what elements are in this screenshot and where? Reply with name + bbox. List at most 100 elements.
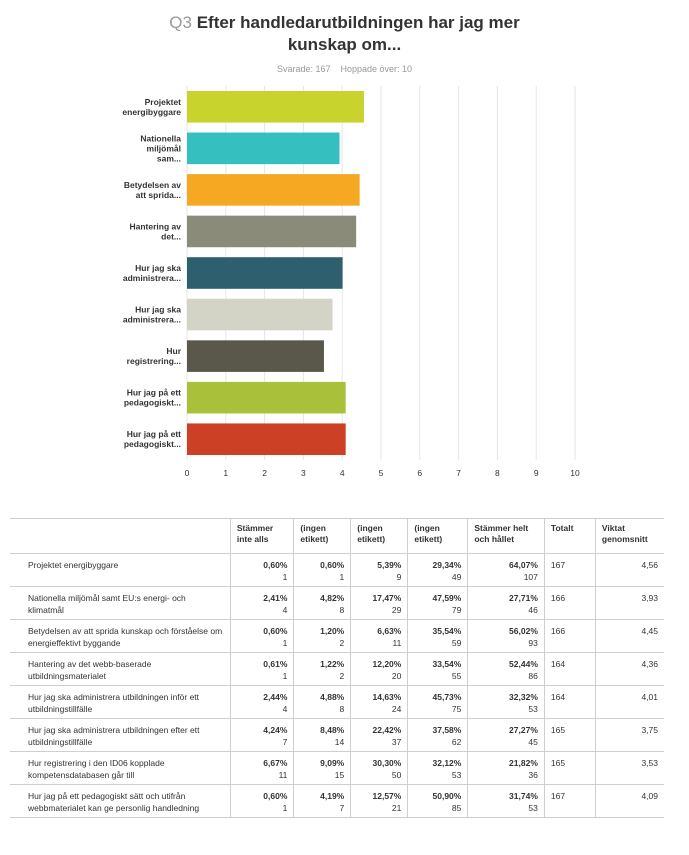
question-number: Q3	[169, 13, 192, 32]
category-label-4: Hur jag ska administrera...	[123, 263, 181, 283]
response-cell: 2,44% 4	[229, 685, 294, 719]
cell-percent: 47,59%	[432, 593, 462, 603]
column-header-2: (ingen etikett)	[293, 518, 351, 554]
cell-count: 1	[339, 572, 345, 582]
cell-count: 45	[528, 737, 538, 747]
chart-bars	[187, 90, 364, 456]
x-tick-label-6: 6	[417, 468, 422, 478]
table-header-row: Stämmer inte alls (ingen etikett) (ingen e…	[10, 518, 664, 554]
row-label: Betydelsen av att sprida kunskap och för…	[10, 619, 231, 653]
response-cell: 8,48% 14	[293, 718, 351, 752]
row-total: 165	[543, 718, 596, 752]
bar-8	[187, 423, 346, 456]
response-cell: 56,02% 93	[467, 619, 545, 653]
results-table: Stämmer inte alls (ingen etikett) (ingen e…	[10, 518, 664, 818]
response-cell: 1,22% 2	[293, 652, 351, 686]
cell-percent: 6,67%	[263, 758, 288, 768]
cell-count: 75	[451, 704, 462, 714]
column-header-3: (ingen etikett)	[350, 518, 408, 554]
cell-percent: 56,02%	[509, 626, 538, 636]
cell-percent: 27,71%	[509, 593, 538, 603]
cell-count: 21	[391, 803, 402, 813]
cell-count: 1	[282, 638, 288, 648]
row-weighted-average: 3,75	[594, 718, 664, 752]
cell-percent: 30,30%	[372, 758, 402, 768]
cell-percent: 4,19%	[320, 791, 345, 801]
bar-3	[187, 215, 357, 248]
response-cell: 2,41% 4	[229, 586, 294, 620]
bar-4	[187, 257, 343, 289]
row-total: 166	[543, 586, 596, 620]
cell-count: 4	[282, 605, 288, 615]
results-table-container: Stämmer inte alls (ingen etikett) (ingen e…	[10, 518, 664, 818]
table-body: Projektet energibyggare 0,60% 1 0,60% 1 5,39%…	[10, 553, 664, 818]
response-cell: 29,34% 49	[407, 553, 468, 587]
cell-percent: 37,58%	[432, 725, 462, 735]
cell-count: 7	[282, 737, 288, 747]
response-cell: 4,88% 8	[293, 685, 351, 719]
question-title: Q3 Efter handledarutbildningen har jag m…	[0, 12, 689, 56]
cell-percent: 33,54%	[432, 659, 462, 669]
table-row: Betydelsen av att sprida kunskap och för…	[10, 619, 664, 653]
cell-count: 55	[451, 671, 462, 681]
response-cell: 50,90% 85	[407, 784, 468, 818]
response-cell: 6,67% 11	[229, 751, 294, 785]
response-cell: 0,60% 1	[229, 619, 294, 653]
answered-count: Svarade: 167	[276, 64, 331, 74]
category-label-6: Hur registrering...	[127, 346, 182, 366]
cell-count: 1	[282, 671, 288, 681]
category-labels: Projektet energibyggare Nationella miljömål…	[122, 97, 181, 449]
response-cell: 17,47% 29	[350, 586, 408, 620]
category-label-0: Projektet energibyggare	[122, 97, 181, 117]
response-cell: 21,82% 36	[467, 751, 545, 785]
column-header-6: Totalt	[543, 518, 596, 554]
cell-percent: 35,54%	[432, 626, 462, 636]
row-label: Hur jag ska administrera utbildningen in…	[10, 685, 231, 719]
x-axis-ticks: 0 1 2 3 4 5 6 7 8 9 10	[185, 468, 580, 478]
cell-count: 2	[339, 671, 345, 681]
bar-0	[187, 90, 364, 123]
cell-count: 62	[451, 737, 462, 747]
cell-percent: 2,44%	[263, 692, 288, 702]
response-cell: 12,57% 21	[350, 784, 408, 818]
cell-count: 1	[282, 572, 288, 582]
response-cell: 33,54% 55	[407, 652, 468, 686]
response-cell: 5,39% 9	[350, 553, 408, 587]
row-weighted-average: 3,93	[594, 586, 664, 620]
response-cell: 47,59% 79	[407, 586, 468, 620]
response-cell: 9,09% 15	[293, 751, 351, 785]
response-cell: 4,24% 7	[229, 718, 294, 752]
cell-percent: 52,44%	[509, 659, 538, 669]
response-cell: 27,27% 45	[467, 718, 545, 752]
cell-count: 9	[396, 572, 402, 582]
bar-chart: Projektet energibyggare Nationella miljömål…	[122, 86, 580, 478]
response-cell: 30,30% 50	[350, 751, 408, 785]
cell-count: 15	[334, 770, 345, 780]
cell-percent: 4,24%	[263, 725, 288, 735]
cell-count: 8	[339, 704, 345, 714]
table-row: Hantering av det webb-baserade utbildnin…	[10, 652, 664, 686]
cell-percent: 14,63%	[372, 692, 402, 702]
cell-count: 24	[391, 704, 402, 714]
cell-percent: 4,82%	[320, 593, 345, 603]
row-label: Hantering av det webb-baserade utbildnin…	[10, 652, 231, 686]
x-tick-label-3: 3	[301, 468, 306, 478]
row-label: Nationella miljömål samt EU:s energi- oc…	[10, 586, 231, 620]
x-tick-label-5: 5	[379, 468, 384, 478]
response-cell: 31,74% 53	[467, 784, 545, 818]
response-cell: 0,60% 1	[293, 553, 351, 587]
cell-percent: 27,27%	[509, 725, 538, 735]
table-row: Nationella miljömål samt EU:s energi- oc…	[10, 586, 664, 620]
column-header-4: (ingen etikett)	[407, 518, 468, 554]
bar-2	[187, 174, 360, 206]
table-row: Hur jag ska administrera utbildningen ef…	[10, 718, 664, 752]
cell-count: 53	[528, 803, 538, 813]
cell-percent: 0,61%	[263, 659, 288, 669]
cell-count: 85	[451, 803, 462, 813]
cell-count: 49	[451, 572, 462, 582]
cell-percent: 45,73%	[432, 692, 462, 702]
row-label: Hur registrering i den ID06 kopplade kom…	[10, 751, 231, 785]
cell-percent: 21,82%	[509, 758, 538, 768]
response-cell: 12,20% 20	[350, 652, 408, 686]
cell-percent: 17,47%	[372, 593, 402, 603]
